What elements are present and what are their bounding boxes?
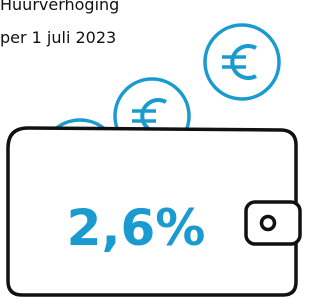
title: Huurverhoging bbox=[0, 0, 119, 14]
infographic: Huurverhoging per 1 juli 2023 2,6% bbox=[0, 0, 310, 299]
coin bbox=[205, 25, 279, 99]
subtitle: per 1 juli 2023 bbox=[0, 28, 116, 47]
percentage: 2,6% bbox=[67, 199, 206, 257]
